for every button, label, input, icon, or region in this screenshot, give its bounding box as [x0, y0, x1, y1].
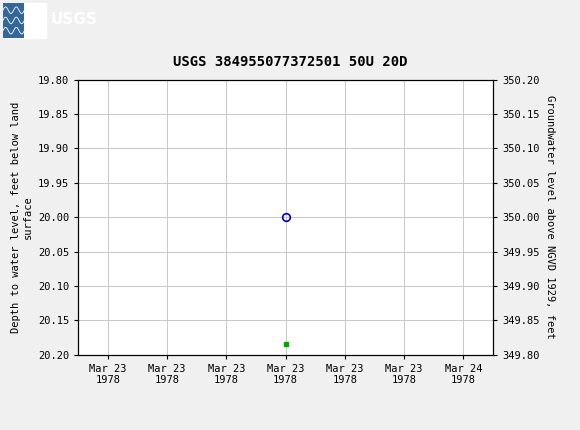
Bar	[3, 3, 24, 37]
Y-axis label: Groundwater level above NGVD 1929, feet: Groundwater level above NGVD 1929, feet	[545, 95, 555, 339]
Y-axis label: Depth to water level, feet below land
surface: Depth to water level, feet below land su…	[11, 101, 32, 333]
Text: USGS 384955077372501 50U 20D: USGS 384955077372501 50U 20D	[173, 55, 407, 69]
Bar	[3, 3, 46, 37]
Text: USGS: USGS	[51, 12, 98, 27]
